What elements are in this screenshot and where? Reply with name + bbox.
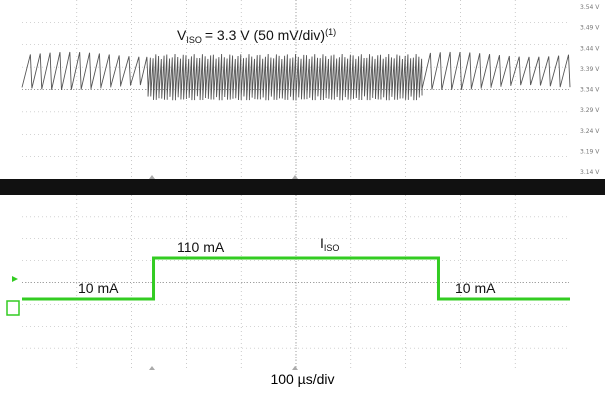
voltage-tick-label: 3.54 V xyxy=(580,4,600,11)
voltage-tick-label: 3.14 V xyxy=(580,169,600,176)
voltage-tick-label: 3.24 V xyxy=(580,128,600,135)
current-left-margin xyxy=(0,195,22,370)
voltage-label: VISO = 3.3 V (50 mV/div)(1) xyxy=(177,27,336,45)
voltage-ripple-trace xyxy=(21,51,571,101)
trigger-marker-top xyxy=(149,175,155,179)
current-step-trace xyxy=(22,256,570,301)
oscilloscope-capture: 3.54 V 3.49 V 3.44 V 3.39 V 3.34 V 3.29 V 3.24… xyxy=(0,0,605,370)
voltage-tick-label: 3.39 V xyxy=(580,66,600,73)
voltage-tick-column xyxy=(570,0,605,179)
voltage-left-margin xyxy=(0,0,22,179)
center-marker-top xyxy=(292,175,298,179)
annotation-10ma-left: 10 mA xyxy=(78,280,119,296)
current-right-column xyxy=(570,195,605,370)
current-grid xyxy=(22,195,570,370)
voltage-tick-label: 3.29 V xyxy=(580,107,600,114)
current-label: IISO xyxy=(320,235,339,253)
voltage-tick-labels: 3.54 V 3.49 V 3.44 V 3.39 V 3.34 V 3.29 V 3.24… xyxy=(580,4,600,176)
trigger-marker-bottom xyxy=(149,366,155,370)
channel-ground-marker xyxy=(12,276,18,282)
annotation-110ma: 110 mA xyxy=(177,239,225,255)
voltage-tick-label: 3.34 V xyxy=(580,87,600,94)
voltage-tick-label: 3.44 V xyxy=(580,45,600,52)
channel-badge xyxy=(6,300,20,316)
center-marker-bottom xyxy=(292,366,298,370)
voltage-tick-label: 3.19 V xyxy=(580,148,600,155)
annotation-10ma-right: 10 mA xyxy=(455,280,496,296)
voltage-tick-label: 3.49 V xyxy=(580,25,600,32)
timebase-label: 100 µs/div xyxy=(270,371,335,387)
